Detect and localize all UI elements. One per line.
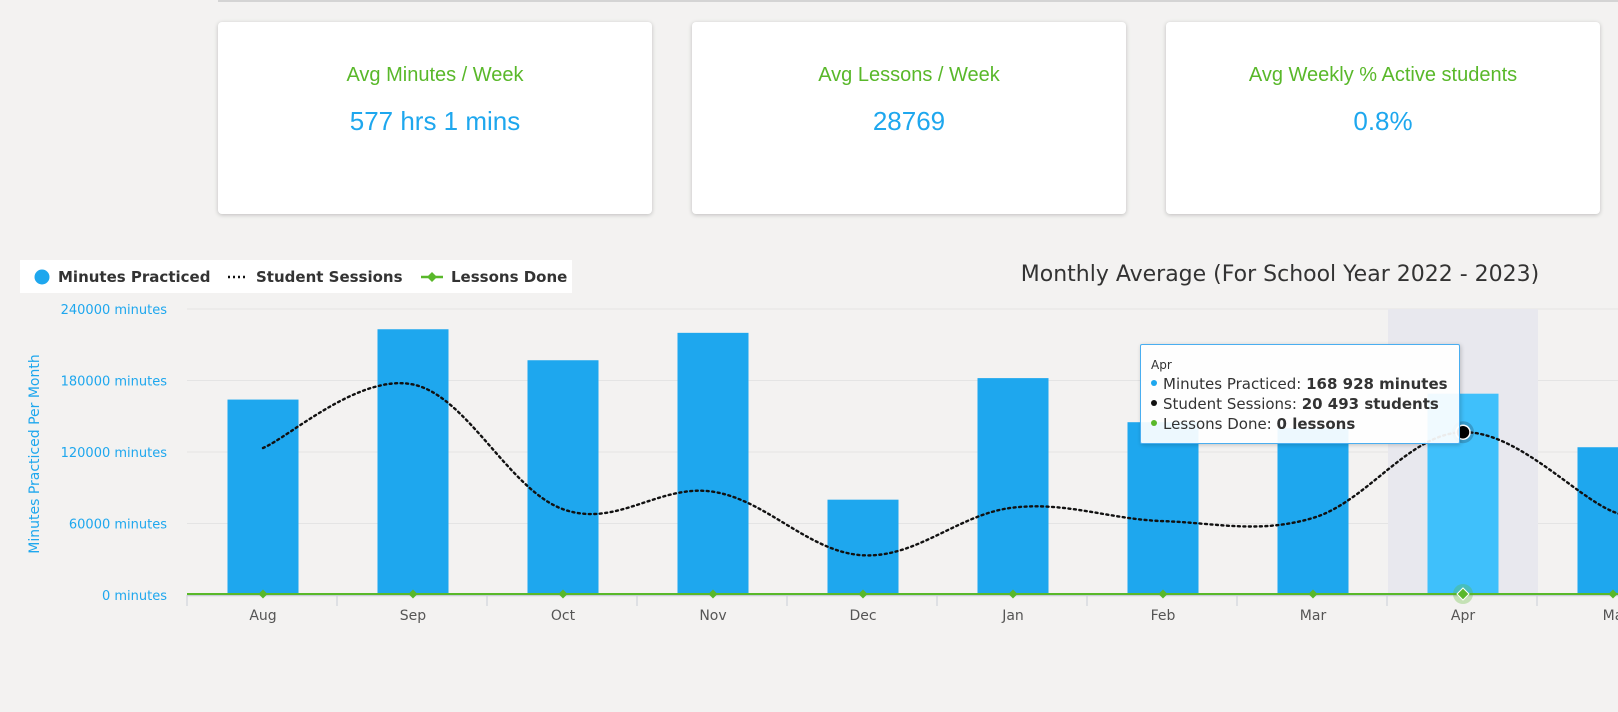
- kpi-value: 28769: [872, 106, 946, 136]
- legend-item-sessions[interactable]: Student Sessions: [228, 260, 403, 293]
- bar-jan[interactable]: [977, 378, 1049, 595]
- kpi-card-avg-minutes: Avg Minutes / Week 577 hrs 1 mins: [218, 22, 652, 214]
- bar-feb[interactable]: [1127, 422, 1199, 595]
- kpi-label: Avg Minutes / Week: [346, 64, 524, 86]
- legend-item-minutes[interactable]: Minutes Practiced: [34, 260, 210, 293]
- x-axis: [186, 594, 1618, 606]
- kpi-value: 577 hrs 1 mins: [349, 106, 521, 136]
- lessons-point-mar[interactable]: [1308, 589, 1318, 599]
- bullet-icon: [1151, 379, 1157, 386]
- tooltip-row-lessons: Lessons Done: 0 lessons: [1151, 415, 1355, 433]
- dotted-line-icon: [228, 275, 248, 278]
- y-tick-label: 180000 minutes: [61, 375, 168, 390]
- kpi-card-avg-lessons: Avg Lessons / Week 28769: [692, 22, 1126, 214]
- bar-dec[interactable]: [827, 499, 899, 595]
- legend-item-lessons[interactable]: Lessons Done: [421, 260, 567, 293]
- x-tick-label-nov: Nov: [699, 608, 726, 624]
- x-tick-label-dec: Dec: [849, 608, 876, 624]
- tooltip-month: Apr: [1151, 358, 1172, 372]
- tooltip-sessions-label: Student Sessions:: [1163, 395, 1297, 413]
- bullet-icon: [1151, 419, 1157, 426]
- lessons-point-ma[interactable]: [1608, 589, 1618, 599]
- bar-ma[interactable]: [1577, 447, 1618, 595]
- x-tick-label-mar: Mar: [1300, 608, 1327, 624]
- y-tick-label: 0 minutes: [102, 589, 167, 604]
- y-tick-label: 60000 minutes: [69, 518, 167, 533]
- lessons-point-jan[interactable]: [1008, 589, 1018, 599]
- lessons-point-oct[interactable]: [558, 589, 568, 599]
- x-tick-label-aug: Aug: [249, 608, 276, 624]
- x-tick-label-jan: Jan: [1001, 608, 1024, 624]
- bar-oct[interactable]: [527, 360, 599, 595]
- lessons-point-feb[interactable]: [1158, 589, 1168, 599]
- tooltip-sessions-value: 20 493 students: [1301, 395, 1439, 413]
- tooltip-row-minutes: Minutes Practiced: 168 928 minutes: [1151, 375, 1448, 393]
- bullet-icon: [1151, 399, 1157, 406]
- chart-legend: Minutes Practiced Student Sessions Lesso…: [20, 260, 572, 293]
- x-tick-label-apr: Apr: [1451, 608, 1475, 624]
- bars-minutes-practiced: [227, 329, 1618, 595]
- tooltip-lessons-label: Lessons Done:: [1163, 415, 1272, 433]
- x-tick-label-oct: Oct: [551, 608, 576, 624]
- lessons-point-dec[interactable]: [858, 589, 868, 599]
- lessons-point-nov[interactable]: [708, 589, 718, 599]
- lessons-point-apr[interactable]: [1456, 587, 1470, 601]
- kpi-label: Avg Lessons / Week: [818, 64, 1000, 86]
- legend-label: Student Sessions: [256, 267, 403, 286]
- kpi-card-active-students: Avg Weekly % Active students 0.8%: [1166, 22, 1600, 214]
- lessons-point-aug[interactable]: [258, 589, 268, 599]
- bar-nov[interactable]: [677, 332, 749, 595]
- line-diamond-icon: [421, 271, 443, 282]
- bar-mar[interactable]: [1277, 428, 1349, 595]
- tooltip-minutes-value: 168 928 minutes: [1306, 375, 1448, 393]
- y-tick-label: 240000 minutes: [61, 303, 168, 318]
- y-axis-title: Minutes Practiced Per Month: [27, 354, 43, 553]
- y-axis-ticks: 0 minutes 60000 minutes 120000 minutes 1800…: [61, 303, 168, 604]
- top-divider: [218, 0, 1618, 2]
- tooltip-row-sessions: Student Sessions: 20 493 students: [1151, 395, 1439, 413]
- chart-tooltip: Apr Minutes Practiced: 168 928 minutes S…: [1140, 344, 1460, 444]
- kpi-label: Avg Weekly % Active students: [1248, 64, 1518, 86]
- x-tick-label-feb: Feb: [1151, 608, 1176, 624]
- x-tick-label-sep: Sep: [400, 608, 427, 624]
- legend-label: Minutes Practiced: [58, 267, 211, 286]
- x-axis-ticks: Aug Sep Oct Nov Dec Jan Feb Mar Apr Ma: [249, 608, 1618, 624]
- chart-title: Monthly Average (For School Year 2022 - …: [1020, 262, 1540, 287]
- bar-sep[interactable]: [377, 329, 449, 595]
- y-tick-label: 120000 minutes: [61, 446, 168, 461]
- legend-label: Lessons Done: [451, 267, 568, 286]
- x-tick-label-ma: Ma: [1603, 608, 1618, 624]
- lessons-point-sep[interactable]: [408, 589, 418, 599]
- tooltip-minutes-label: Minutes Practiced:: [1163, 375, 1302, 393]
- series-lessons-done: [187, 584, 1618, 604]
- kpi-value: 0.8%: [1353, 106, 1413, 136]
- bar-aug[interactable]: [227, 399, 299, 595]
- circle-marker-icon: [34, 269, 50, 284]
- tooltip-lessons-value: 0 lessons: [1276, 415, 1356, 433]
